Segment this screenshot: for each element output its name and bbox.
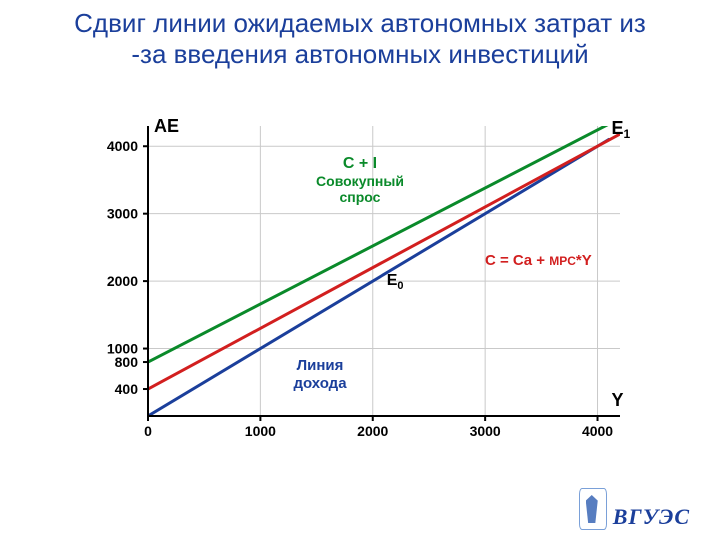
title-line-2: -за введения автономных инвестиций (131, 39, 588, 69)
svg-text:дохода: дохода (293, 375, 347, 392)
svg-text:400: 400 (115, 381, 139, 397)
svg-text:1000: 1000 (107, 341, 138, 357)
svg-text:AE: AE (154, 116, 179, 136)
chart: 010002000300040004008001000200030004000A… (90, 110, 630, 450)
slide-title: Сдвиг линии ожидаемых автономных затрат … (0, 8, 720, 70)
svg-text:3000: 3000 (107, 206, 138, 222)
svg-text:2000: 2000 (107, 273, 138, 289)
svg-text:0: 0 (144, 423, 152, 439)
svg-text:C + I: C + I (343, 155, 377, 172)
svg-text:спрос: спрос (340, 189, 381, 205)
svg-text:C = Ca + MPC*Y: C = Ca + MPC*Y (485, 252, 592, 269)
svg-text:4000: 4000 (582, 423, 613, 439)
svg-text:3000: 3000 (470, 423, 501, 439)
title-line-1: Сдвиг линии ожидаемых автономных затрат … (74, 8, 646, 38)
logo: ВГУЭС (579, 488, 690, 530)
logo-figure-icon (579, 488, 607, 530)
svg-text:4000: 4000 (107, 138, 138, 154)
svg-text:2000: 2000 (357, 423, 388, 439)
svg-text:Линия: Линия (297, 357, 344, 374)
svg-text:1000: 1000 (245, 423, 276, 439)
svg-text:Y: Y (612, 390, 624, 410)
svg-text:Совокупный: Совокупный (316, 173, 404, 189)
logo-text: ВГУЭС (613, 504, 690, 530)
